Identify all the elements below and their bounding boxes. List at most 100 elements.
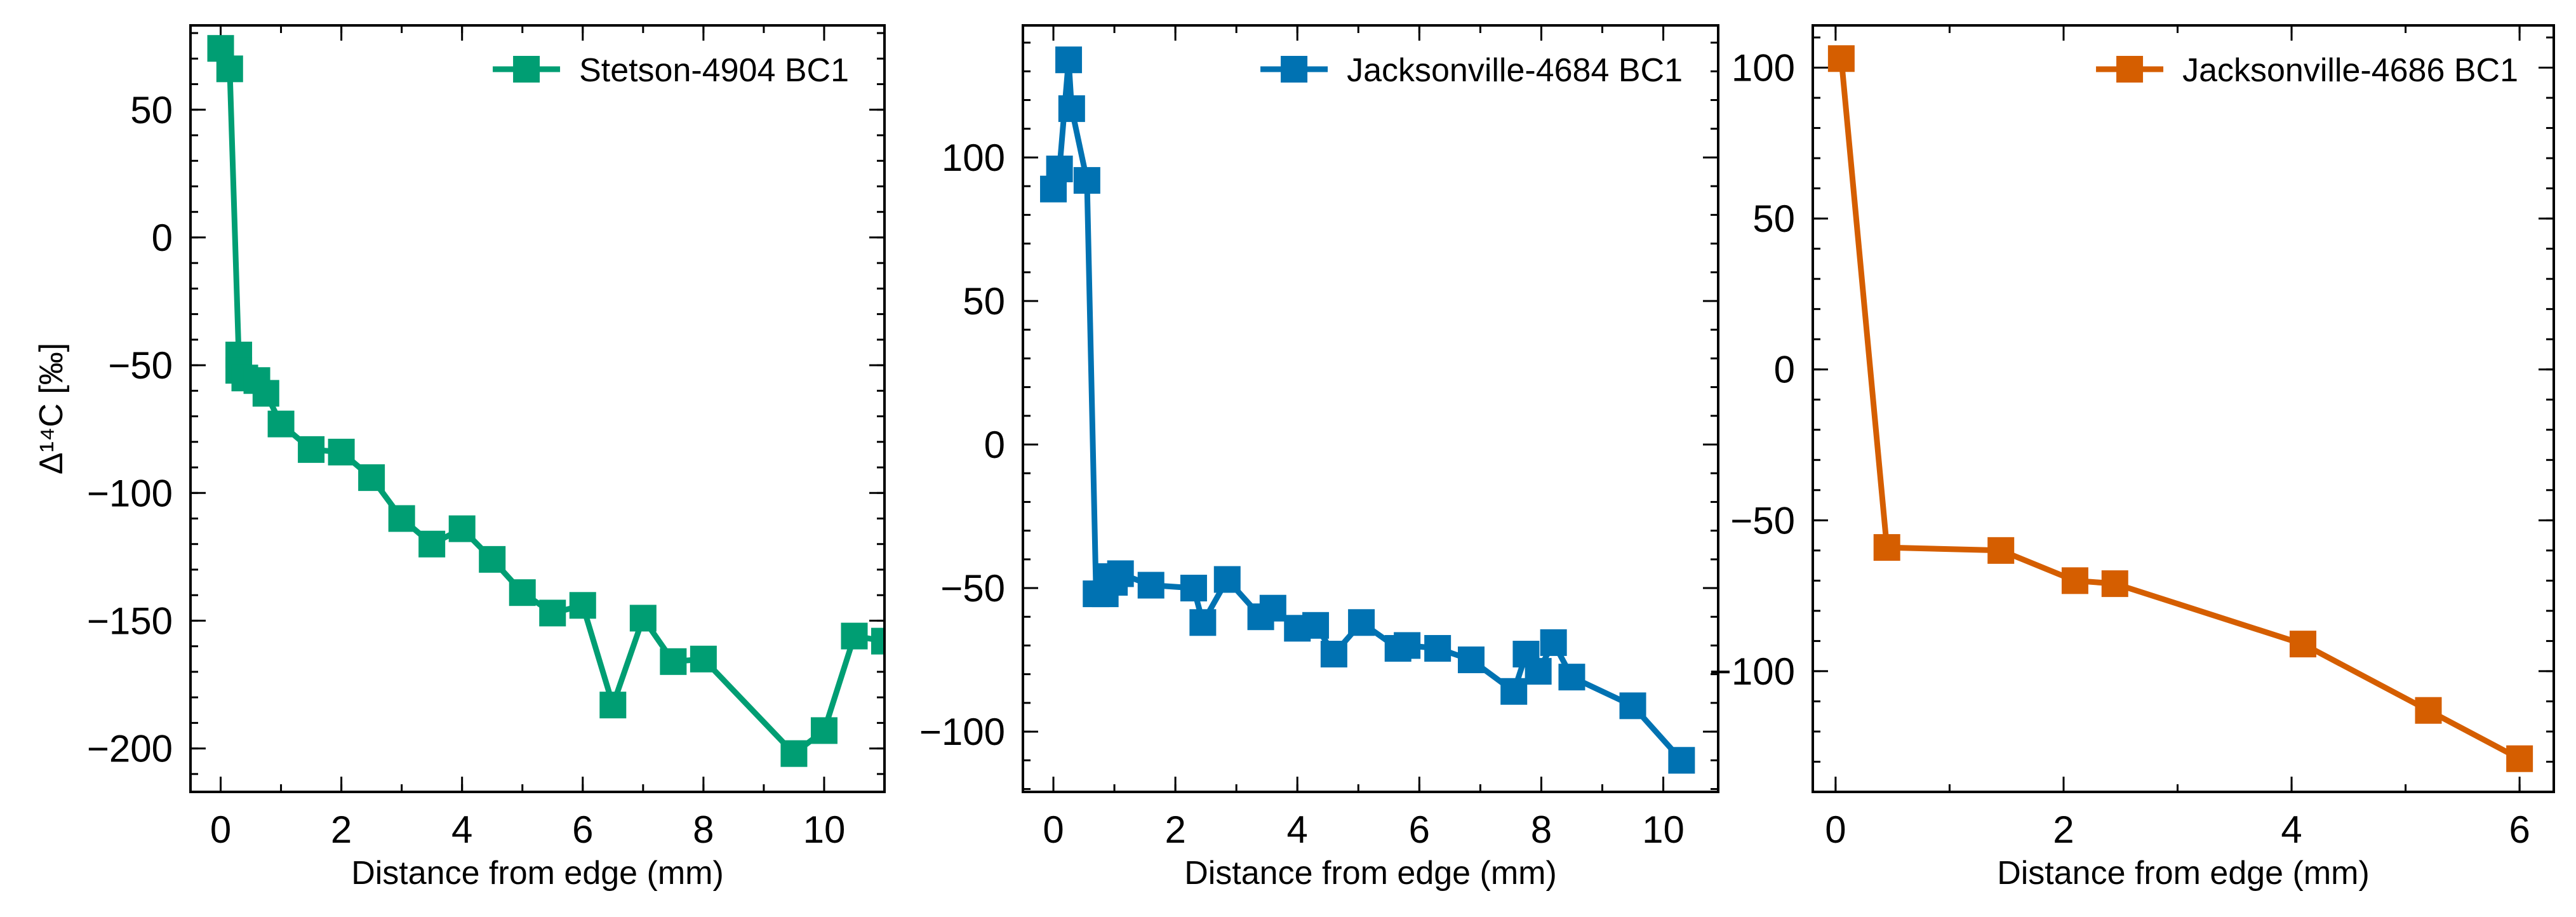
data-point [1213,566,1241,593]
y-tick-label: 0 [984,424,1005,466]
y-tick-label: −150 [87,599,173,642]
y-tick-label: −100 [87,472,173,514]
series-line [1050,57,1685,763]
plot-area [207,35,884,767]
x-tick-label: 2 [2053,808,2074,851]
data-point [252,380,279,407]
data-point [1525,658,1552,685]
data-point [1259,594,1286,622]
x-tick-label: 10 [1642,808,1685,851]
x-tick-label: 0 [1825,808,1846,851]
legend-label: Jacksonville-4684 BC1 [1347,52,1683,89]
y-tick-label: 0 [152,217,173,259]
data-point [2061,567,2088,594]
x-tick-label: 8 [1531,808,1552,851]
y-tick-label: −50 [1730,499,1795,542]
y-tick-label: 0 [1774,349,1795,391]
y-tick-label: 50 [1752,197,1795,240]
y-axis-title: Δ¹⁴C [‰] [33,343,70,474]
legend-marker [2116,56,2144,83]
data-point [358,464,385,492]
data-point [448,515,476,542]
panel-3: 0 2 4 6 −100 −50 0 50 100 Distance from edge (mm)… [1709,24,2555,892]
y-tick-label: −50 [108,344,173,387]
x-tick-label: 6 [1409,808,1430,851]
legend-marker [513,56,540,83]
data-point [479,546,506,573]
x-tick-label: 4 [1287,808,1308,851]
data-point [298,436,325,463]
data-point [871,627,884,655]
data-point [629,605,657,632]
data-point [2415,697,2442,724]
data-point [841,622,868,650]
data-point [267,410,295,438]
data-point [388,505,415,532]
y-tick-label: −200 [87,728,173,770]
data-point [1302,612,1330,639]
data-point [2506,745,2533,772]
data-point [810,717,838,744]
data-point [1107,560,1134,587]
x-tick-label: 4 [2281,808,2302,851]
data-point [1500,678,1528,705]
series-line [218,45,884,757]
x-axis-title: Distance from edge (mm) [1997,855,2370,892]
data-point [1394,632,1421,659]
plot-area [1827,45,2533,772]
legend-label: Stetson-4904 BC1 [579,52,849,89]
data-point [1873,534,1900,561]
data-point [1055,46,1083,74]
data-point [328,438,355,465]
y-tick-label: 100 [942,137,1005,179]
panel-1: 0 2 4 6 8 10 −200 −150 −100 −50 0 50 Distance from e… [33,24,886,892]
x-axis-title: Distance from edge (mm) [351,855,724,892]
data-point [1424,634,1452,662]
data-point [1558,664,1585,691]
data-point [418,530,446,558]
data-point [539,599,566,627]
data-point [1348,609,1375,636]
series-line [1838,55,2523,762]
data-point [509,579,536,606]
data-point [1457,646,1485,674]
x-tick-label: 6 [572,808,593,851]
x-tick-label: 2 [331,808,352,851]
data-point [1827,45,1855,72]
data-point [1619,692,1646,720]
panel-2: 0 2 4 6 8 10 −100 −50 0 50 100 Distance from edge (… [919,24,1719,892]
x-tick-label: 4 [451,808,472,851]
x-tick-label: 2 [1165,808,1185,851]
data-point [2290,631,2317,658]
data-point [690,645,717,673]
data-point [1668,747,1695,774]
data-point [569,592,596,619]
y-tick-label: 50 [963,280,1005,323]
x-tick-label: 8 [693,808,714,851]
x-tick-label: 6 [2509,808,2530,851]
data-point [1987,537,2015,564]
data-point [780,740,808,767]
x-tick-label: 0 [210,808,231,851]
data-point [1137,572,1165,599]
y-tick-label: −50 [940,567,1005,610]
data-point [1540,629,1567,656]
data-point [1058,95,1085,123]
data-point [1320,641,1347,668]
data-point [2101,570,2128,598]
data-point [599,692,627,719]
x-tick-label: 10 [803,808,846,851]
data-point [1180,575,1207,602]
plot-frame [189,24,886,793]
plot-frame [1022,24,1719,793]
data-point [1189,609,1217,636]
y-tick-label: 50 [130,89,173,131]
data-point [1073,167,1100,194]
plot-frame [1812,24,2555,793]
legend-label: Jacksonville-4686 BC1 [2182,52,2518,89]
y-tick-label: −100 [1709,650,1795,693]
data-point [1046,156,1073,183]
y-tick-label: −100 [919,711,1005,753]
